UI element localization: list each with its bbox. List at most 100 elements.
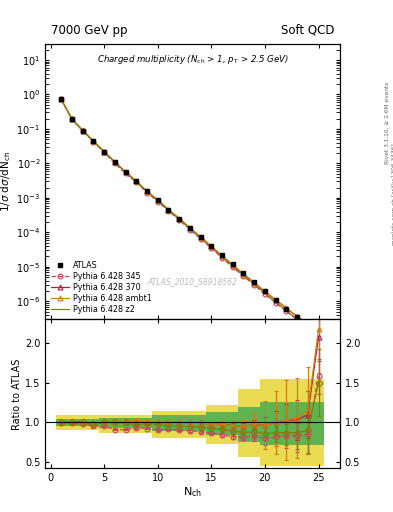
- Pythia 6.428 ambt1: [91, 138, 96, 144]
- Text: Charged multiplicity ($N_{\rm ch}$ > 1, $p_{\rm T}$ > 2.5 GeV): Charged multiplicity ($N_{\rm ch}$ > 1, …: [97, 53, 288, 66]
- Pythia 6.428 345: [263, 291, 267, 297]
- Pythia 6.428 ambt1: [295, 313, 299, 319]
- Pythia 6.428 370: [59, 96, 64, 102]
- Pythia 6.428 ambt1: [252, 280, 257, 286]
- Pythia 6.428 ambt1: [273, 297, 278, 303]
- Pythia 6.428 ambt1: [209, 243, 214, 249]
- Text: mcplots.cern.ch [arXiv:1306.3436]: mcplots.cern.ch [arXiv:1306.3436]: [392, 144, 393, 245]
- Pythia 6.428 345: [102, 149, 107, 155]
- Pythia 6.428 370: [112, 159, 117, 165]
- Pythia 6.428 z2: [80, 127, 85, 134]
- Bar: [56, 418, 99, 426]
- Pythia 6.428 z2: [155, 198, 160, 204]
- Pythia 6.428 ambt1: [241, 271, 246, 277]
- Legend: ATLAS, Pythia 6.428 345, Pythia 6.428 370, Pythia 6.428 ambt1, Pythia 6.428 z2: ATLAS, Pythia 6.428 345, Pythia 6.428 37…: [49, 259, 153, 315]
- Pythia 6.428 345: [112, 160, 117, 166]
- Bar: [99, 418, 152, 428]
- Y-axis label: Ratio to ATLAS: Ratio to ATLAS: [12, 358, 22, 430]
- Pythia 6.428 ambt1: [59, 96, 64, 102]
- Pythia 6.428 ambt1: [263, 288, 267, 294]
- Pythia 6.428 370: [187, 225, 192, 231]
- Pythia 6.428 ambt1: [155, 197, 160, 203]
- Pythia 6.428 370: [273, 297, 278, 303]
- Pythia 6.428 345: [91, 139, 96, 145]
- Pythia 6.428 z2: [273, 299, 278, 305]
- Pythia 6.428 ambt1: [134, 178, 139, 184]
- Pythia 6.428 345: [145, 189, 149, 196]
- Pythia 6.428 ambt1: [177, 216, 182, 222]
- Pythia 6.428 z2: [177, 216, 182, 222]
- Pythia 6.428 ambt1: [102, 148, 107, 155]
- Text: ATLAS_2010_S8918562: ATLAS_2010_S8918562: [147, 278, 238, 286]
- Pythia 6.428 z2: [316, 325, 321, 331]
- Bar: [259, 379, 324, 466]
- Pythia 6.428 370: [166, 206, 171, 212]
- Pythia 6.428 z2: [241, 272, 246, 279]
- Pythia 6.428 345: [198, 236, 203, 242]
- Pythia 6.428 z2: [284, 308, 289, 314]
- Pythia 6.428 ambt1: [123, 169, 128, 175]
- Pythia 6.428 370: [220, 252, 224, 259]
- Pythia 6.428 370: [155, 197, 160, 203]
- Pythia 6.428 345: [273, 300, 278, 306]
- Text: 7000 GeV pp: 7000 GeV pp: [51, 24, 128, 37]
- Pythia 6.428 370: [91, 138, 96, 144]
- Pythia 6.428 370: [241, 271, 246, 277]
- Pythia 6.428 z2: [187, 226, 192, 232]
- Pythia 6.428 345: [316, 324, 321, 330]
- Pythia 6.428 370: [70, 116, 74, 122]
- Y-axis label: 1/$\sigma$ d$\sigma$/dN$_{\rm ch}$: 1/$\sigma$ d$\sigma$/dN$_{\rm ch}$: [0, 151, 13, 212]
- Pythia 6.428 ambt1: [316, 319, 321, 325]
- Pythia 6.428 z2: [70, 116, 74, 122]
- Pythia 6.428 370: [252, 280, 257, 286]
- Pythia 6.428 345: [241, 273, 246, 280]
- Pythia 6.428 345: [187, 226, 192, 232]
- Line: Pythia 6.428 ambt1: Pythia 6.428 ambt1: [59, 97, 321, 326]
- Pythia 6.428 ambt1: [80, 127, 85, 134]
- Pythia 6.428 345: [134, 179, 139, 185]
- Pythia 6.428 345: [252, 282, 257, 288]
- Pythia 6.428 z2: [59, 96, 64, 102]
- Pythia 6.428 z2: [102, 148, 107, 155]
- Pythia 6.428 z2: [230, 263, 235, 269]
- Bar: [238, 407, 259, 441]
- Pythia 6.428 370: [198, 234, 203, 240]
- Pythia 6.428 370: [123, 169, 128, 175]
- Text: Rivet 3.1.10, ≥ 2.6M events: Rivet 3.1.10, ≥ 2.6M events: [384, 82, 389, 164]
- Pythia 6.428 370: [102, 148, 107, 155]
- Pythia 6.428 z2: [295, 316, 299, 322]
- Pythia 6.428 345: [80, 128, 85, 134]
- Pythia 6.428 345: [177, 217, 182, 223]
- Pythia 6.428 370: [305, 321, 310, 327]
- Pythia 6.428 z2: [209, 244, 214, 250]
- Pythia 6.428 z2: [134, 179, 139, 185]
- Pythia 6.428 z2: [220, 254, 224, 260]
- Pythia 6.428 z2: [305, 324, 310, 330]
- Bar: [152, 415, 206, 431]
- Pythia 6.428 345: [230, 264, 235, 270]
- Pythia 6.428 345: [123, 170, 128, 177]
- Bar: [99, 415, 152, 433]
- Pythia 6.428 ambt1: [166, 206, 171, 212]
- Bar: [152, 411, 206, 438]
- Pythia 6.428 345: [166, 208, 171, 214]
- Pythia 6.428 345: [59, 96, 64, 102]
- Line: Pythia 6.428 370: Pythia 6.428 370: [59, 97, 321, 327]
- Pythia 6.428 ambt1: [305, 321, 310, 327]
- Pythia 6.428 z2: [252, 281, 257, 287]
- Pythia 6.428 z2: [123, 169, 128, 175]
- Pythia 6.428 370: [284, 305, 289, 311]
- Pythia 6.428 370: [177, 216, 182, 222]
- Text: Soft QCD: Soft QCD: [281, 24, 334, 37]
- Pythia 6.428 370: [295, 313, 299, 319]
- Pythia 6.428 345: [70, 116, 74, 122]
- Pythia 6.428 z2: [166, 207, 171, 214]
- Pythia 6.428 345: [155, 199, 160, 205]
- Pythia 6.428 370: [80, 127, 85, 134]
- Pythia 6.428 z2: [198, 235, 203, 241]
- Pythia 6.428 345: [305, 325, 310, 331]
- Pythia 6.428 ambt1: [112, 159, 117, 165]
- Pythia 6.428 370: [145, 188, 149, 195]
- Pythia 6.428 345: [295, 317, 299, 323]
- Pythia 6.428 370: [230, 262, 235, 268]
